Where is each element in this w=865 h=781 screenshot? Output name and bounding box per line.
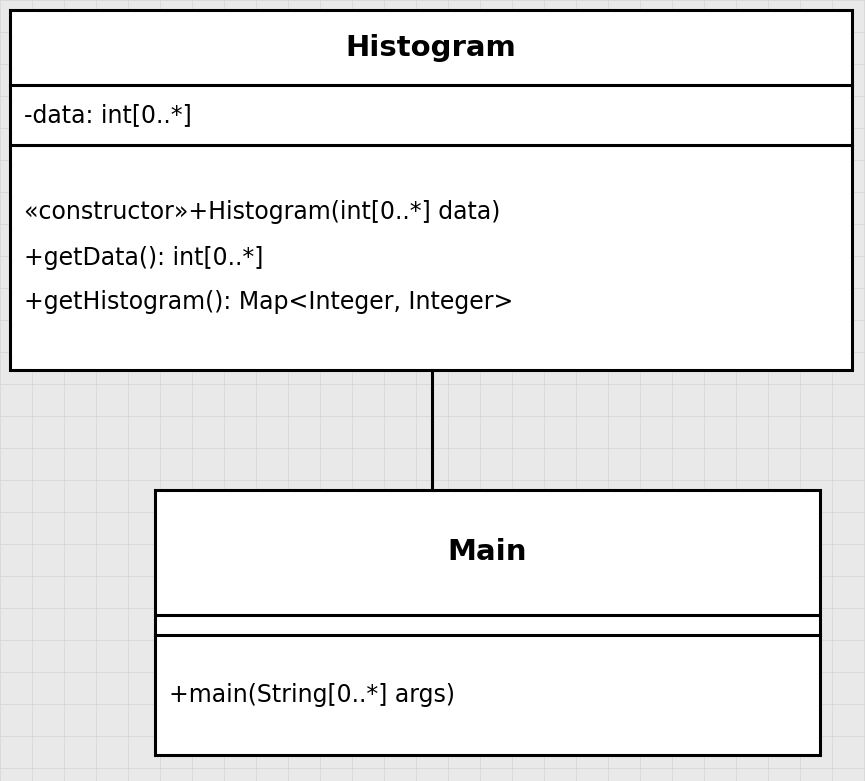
Text: +getHistogram(): Map<Integer, Integer>: +getHistogram(): Map<Integer, Integer> bbox=[24, 291, 513, 315]
Text: +main(String[0..*] args): +main(String[0..*] args) bbox=[169, 683, 455, 707]
Text: -data: int[0..*]: -data: int[0..*] bbox=[24, 103, 192, 127]
Text: +getData(): int[0..*]: +getData(): int[0..*] bbox=[24, 245, 263, 269]
Bar bbox=[10, 10, 852, 370]
Text: Main: Main bbox=[448, 539, 528, 566]
Bar bbox=[155, 490, 820, 755]
Text: «constructor»+Histogram(int[0..*] data): «constructor»+Histogram(int[0..*] data) bbox=[24, 201, 500, 224]
Text: Histogram: Histogram bbox=[346, 34, 516, 62]
